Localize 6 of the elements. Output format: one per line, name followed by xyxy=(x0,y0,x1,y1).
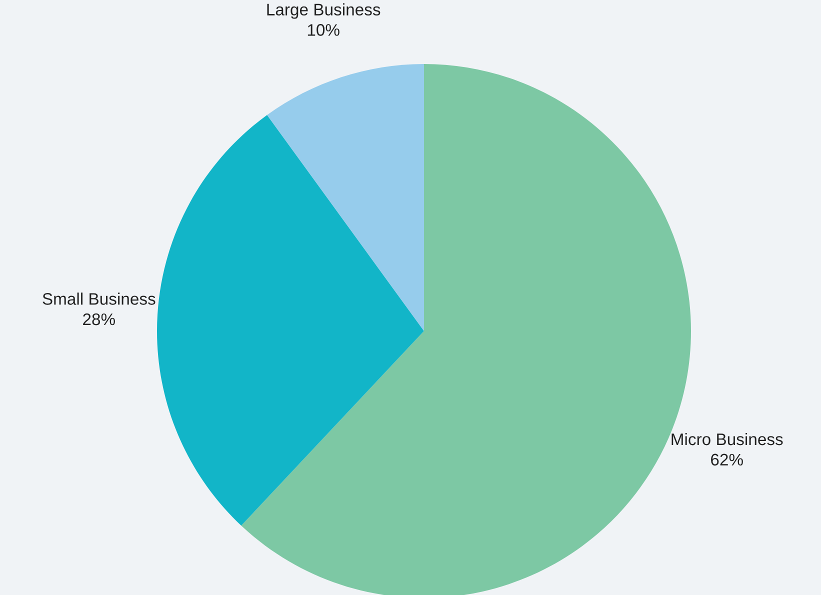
data-label: 62% xyxy=(711,454,743,466)
data-label: 10% xyxy=(308,24,340,36)
slice-label: Micro Business xyxy=(672,432,783,446)
slice-label: Large Business xyxy=(267,3,380,19)
slice-label: Small Business xyxy=(42,292,156,305)
data-label: 28% xyxy=(83,313,115,326)
